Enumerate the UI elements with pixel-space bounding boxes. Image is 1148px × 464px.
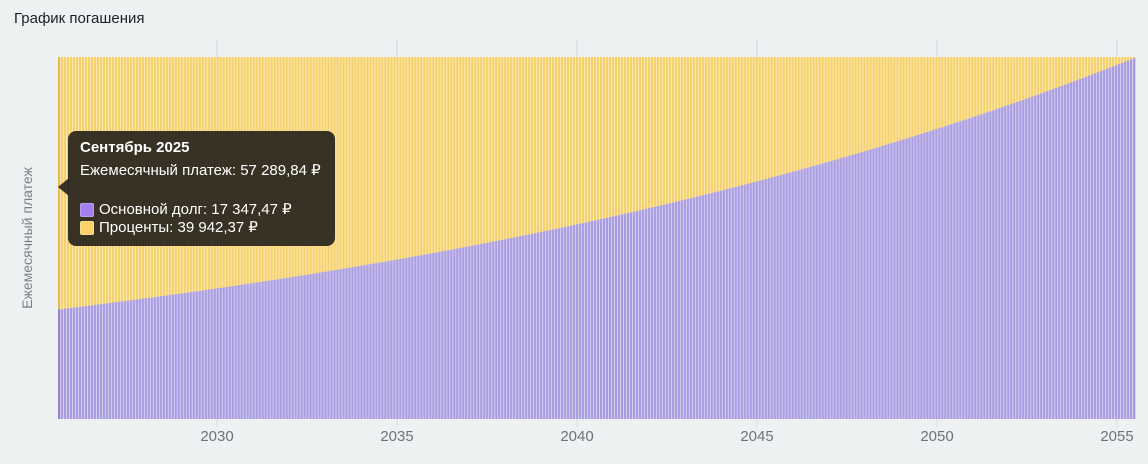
tooltip-month-title: Сентябрь 2025 [80,139,190,156]
tooltip-legend-label: Основной долг: 17 347,47 ₽ [99,201,292,218]
grid-tick-top [756,40,758,57]
tooltip-legend-row-principal: Основной долг: 17 347,47 ₽ [80,201,321,219]
axis-tick-bottom [936,419,938,427]
tooltip-payment-line: Ежемесячный платеж: 57 289,84 ₽ [80,162,321,179]
axis-tick-bottom [216,419,218,427]
axis-tick-bottom [756,419,758,427]
grid-tick-top [576,40,578,57]
page-title: График погашения [14,10,145,27]
x-axis-label: 2040 [560,428,594,445]
tooltip-legend-row-interest: Проценты: 39 942,37 ₽ [80,219,321,237]
chart-tooltip: Сентябрь 2025 Ежемесячный платеж: 57 289… [58,131,335,246]
grid-tick-top [396,40,398,57]
y-axis-label: Ежемесячный платеж [19,167,35,309]
tooltip-legend-label: Проценты: 39 942,37 ₽ [99,219,258,236]
interest-swatch-icon [80,221,94,235]
axis-tick-bottom [576,419,578,427]
x-axis-label: 2055 [1100,428,1134,445]
grid-tick-top [1116,40,1118,57]
axis-tick-bottom [1116,419,1118,427]
x-axis-label: 2030 [200,428,234,445]
grid-tick-top [216,40,218,57]
x-axis-label: 2050 [920,428,954,445]
principal-swatch-icon [80,203,94,217]
axis-tick-bottom [396,419,398,427]
x-axis-label: 2045 [740,428,774,445]
x-axis-label: 2035 [380,428,414,445]
grid-tick-top [936,40,938,57]
tooltip-legend: Основной долг: 17 347,47 ₽ Проценты: 39 9… [80,201,321,237]
